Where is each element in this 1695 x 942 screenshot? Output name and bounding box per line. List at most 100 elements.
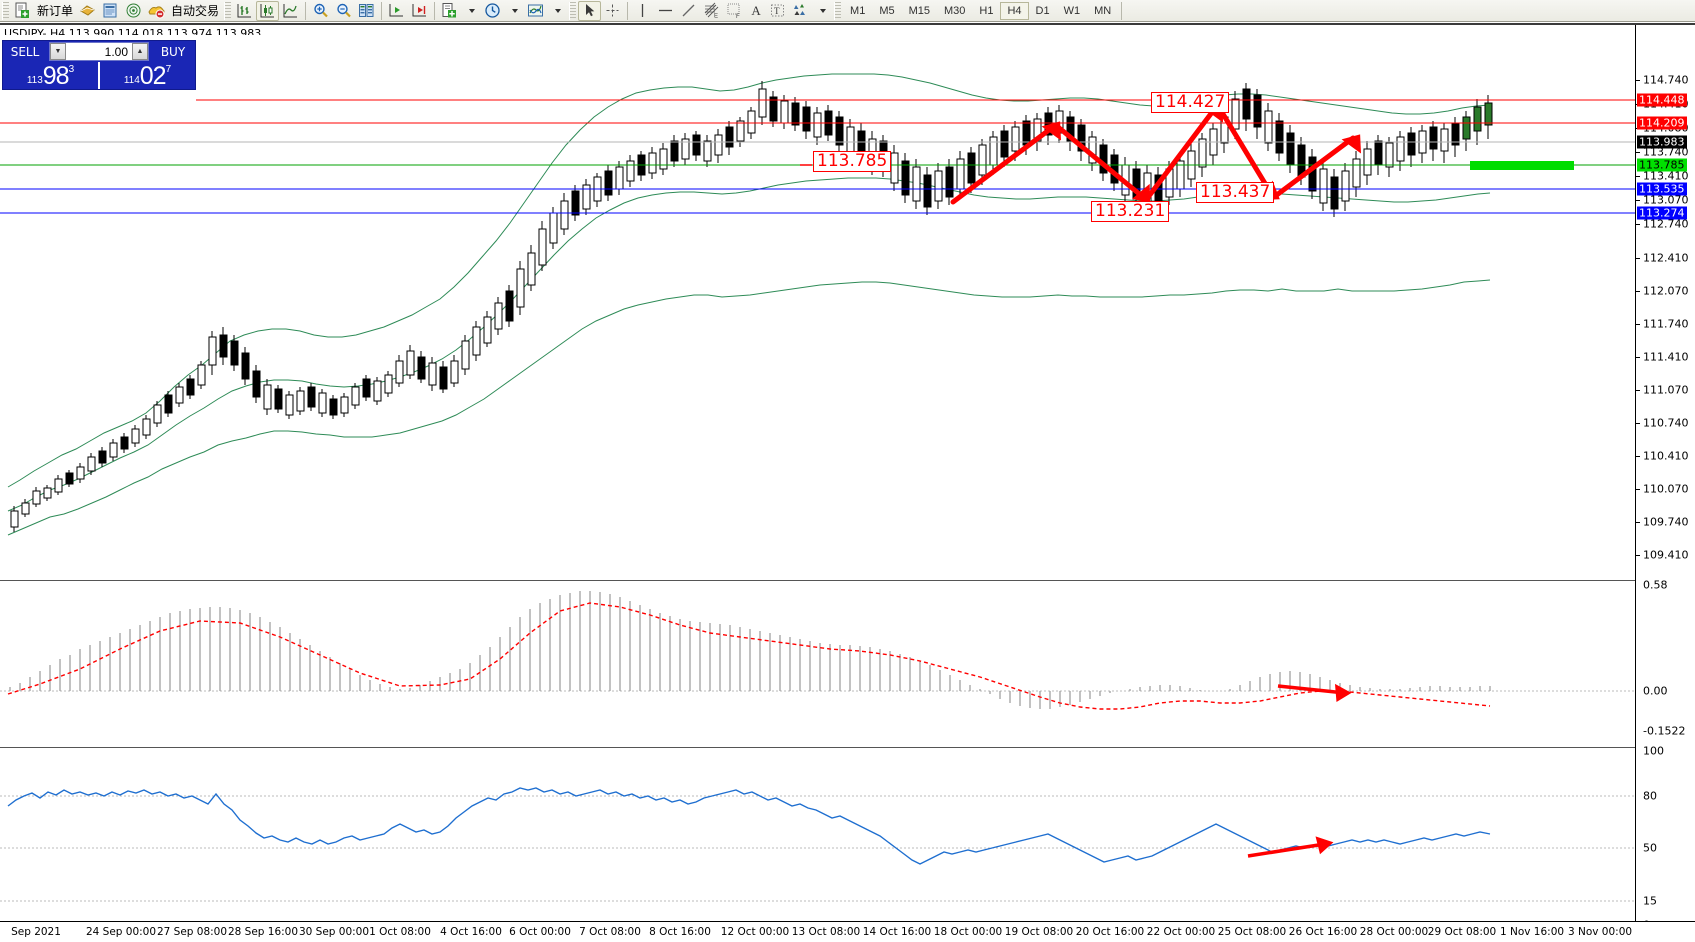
price-badge-113-785[interactable]: 113.785 (1637, 158, 1687, 172)
timeframe-h1[interactable]: H1 (979, 4, 994, 17)
shapes-icon[interactable] (789, 1, 812, 21)
volume-value[interactable]: 1.00 (104, 44, 128, 59)
ytick-113-740: 113.740 (1643, 145, 1689, 159)
templates2-icon[interactable] (524, 1, 547, 21)
timeframe-w1[interactable]: W1 (1063, 4, 1081, 17)
xtick-12: 14 Oct 16:00 (862, 926, 932, 938)
zoom-out-icon[interactable] (332, 1, 355, 21)
xtick-7: 6 Oct 00:00 (509, 926, 571, 938)
sell-button[interactable]: SELL (10, 44, 40, 59)
autotrading-icon[interactable] (145, 1, 168, 21)
ytick-111-740: 111.740 (1643, 317, 1689, 331)
xtick-21: 1 Nov 16:00 (1499, 926, 1565, 938)
timeframe-m5[interactable]: M5 (879, 4, 895, 17)
new-order-label[interactable]: 新订单 (37, 4, 74, 18)
price-badge-113-535[interactable]: 113.535 (1637, 182, 1687, 196)
one-click-top-row: SELL ▼ 1.00 ▲ BUY (3, 41, 195, 62)
one-click-trading-panel[interactable]: SELL ▼ 1.00 ▲ BUY 113 98 3 114 02 7 (2, 40, 196, 90)
ytick-110-410: 110.410 (1643, 449, 1689, 463)
buy-price-sup: 7 (165, 64, 172, 75)
price-badge-113-983[interactable]: 113.983 (1637, 135, 1687, 149)
label-114-427[interactable]: 114.427 (1151, 92, 1230, 113)
toolbar-divider-1 (305, 1, 307, 20)
buy-price[interactable]: 114 02 7 (98, 62, 195, 89)
buy-button[interactable]: BUY (160, 44, 186, 59)
price-badge-114-448[interactable]: 114.448 (1637, 93, 1687, 107)
shapes-dropdown-icon[interactable] (812, 1, 832, 21)
price-badge-114-209[interactable]: 114.209 (1637, 116, 1687, 130)
timeframe-m1[interactable]: M1 (850, 4, 866, 17)
line-chart-icon[interactable] (279, 1, 302, 21)
shapes-grid-icon[interactable]: F (723, 1, 746, 21)
ytick-109-740: 109.740 (1643, 515, 1689, 529)
hline-icon[interactable] (654, 1, 677, 21)
chart-window[interactable]: USDJPY-,H4 113.990 114.018 113.974 113.9… (0, 23, 1695, 942)
svg-text:E: E (714, 14, 718, 20)
indicators-dropdown-icon[interactable] (461, 1, 481, 21)
candlestick-chart-icon[interactable] (256, 0, 280, 21)
vline-icon[interactable] (631, 1, 654, 21)
timeframe-h4[interactable]: H4 (1000, 1, 1029, 20)
fibo-icon[interactable]: E (700, 1, 723, 21)
toolbar-grip[interactable] (2, 1, 9, 20)
timeframe-m15[interactable]: M15 (908, 4, 930, 17)
bollinger-middle-band (7, 177, 1491, 512)
auto-scroll-icon[interactable] (408, 1, 431, 21)
volume-stepper[interactable]: ▼ 1.00 ▲ (49, 42, 149, 61)
chart-shift-icon[interactable] (385, 1, 408, 21)
trendline-icon[interactable] (677, 1, 700, 21)
xtick-9: 8 Oct 16:00 (649, 926, 711, 938)
text-icon[interactable]: A (751, 2, 761, 18)
rsi-ytick-50: 50 (1643, 841, 1657, 855)
rsi-pane[interactable] (0, 748, 1635, 923)
timeframe-d1[interactable]: D1 (1035, 4, 1050, 17)
ytick-110-070: 110.070 (1643, 482, 1689, 496)
indicators-icon[interactable] (438, 1, 461, 21)
templates-icon[interactable] (76, 1, 99, 21)
textlabel-icon[interactable]: T (766, 1, 789, 21)
templates-dropdown-icon[interactable] (547, 1, 567, 21)
toolbar-grip-2[interactable] (224, 1, 232, 20)
sell-price-lead: 113 (26, 75, 43, 86)
toolbar-divider-3 (434, 1, 436, 20)
xtick-18: 26 Oct 16:00 (1288, 926, 1358, 938)
price-chart-svg (0, 73, 1635, 536)
time-scale[interactable]: Sep 2021 24 Sep 00:00 27 Sep 08:00 28 Se… (0, 921, 1695, 942)
period-icon[interactable] (481, 1, 504, 21)
sell-price[interactable]: 113 98 3 (3, 62, 98, 89)
timeframe-mn[interactable]: MN (1094, 4, 1112, 17)
xtick-1: 24 Sep 00:00 (85, 926, 157, 938)
period-dropdown-icon[interactable] (504, 1, 524, 21)
label-113-231[interactable]: 113.231 (1091, 201, 1170, 222)
data-window-icon[interactable] (355, 1, 378, 21)
zoom-in-icon[interactable] (309, 1, 332, 21)
svg-text:F: F (736, 14, 740, 19)
label-113-437[interactable]: 113.437 (1196, 182, 1275, 203)
bar-chart-icon[interactable] (233, 1, 256, 21)
chevron-up-icon[interactable]: ▲ (132, 43, 148, 60)
xtick-4: 30 Sep 00:00 (298, 926, 370, 938)
price-badge-113-274[interactable]: 113.274 (1637, 206, 1687, 220)
timeframe-m30[interactable]: M30 (944, 4, 966, 17)
cursor-icon[interactable] (578, 0, 602, 21)
chevron-down-icon[interactable]: ▼ (50, 43, 66, 60)
autotrading-label[interactable]: 自动交易 (171, 4, 220, 18)
toolbar-grip-4[interactable] (834, 1, 842, 20)
new-order-icon[interactable] (11, 1, 34, 21)
navigator-icon[interactable] (122, 1, 145, 21)
sell-price-big: 98 (42, 62, 70, 90)
rsi-trend-arrow (1247, 836, 1334, 858)
price-pane[interactable]: 113.785 113.231 114.427 113.437 (0, 35, 1635, 580)
toolbar-divider-2 (381, 1, 383, 20)
xtick-6: 4 Oct 16:00 (440, 926, 502, 938)
xtick-15: 20 Oct 16:00 (1075, 926, 1145, 938)
macd-pane[interactable] (0, 581, 1635, 746)
crosshair-icon[interactable] (601, 1, 624, 21)
market-watch-icon[interactable] (99, 1, 122, 21)
xtick-14: 19 Oct 08:00 (1004, 926, 1074, 938)
trend-leg-down-1 (1055, 124, 1146, 200)
label-113-785[interactable]: 113.785 (813, 151, 892, 172)
xtick-17: 25 Oct 08:00 (1217, 926, 1287, 938)
price-scale[interactable]: 114.740 114.410 114.080 113.740 113.410 … (1635, 25, 1695, 942)
toolbar-grip-3[interactable] (569, 1, 577, 20)
